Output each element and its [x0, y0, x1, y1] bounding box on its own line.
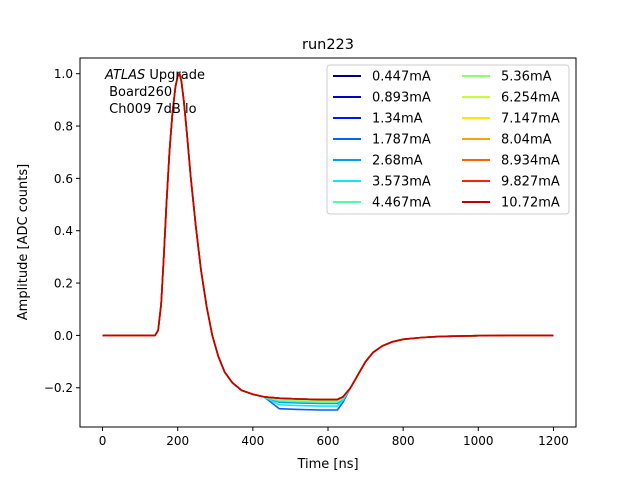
legend-label-10.72mA: 10.72mA	[501, 196, 560, 211]
x-tick-label-1000: 1000	[463, 434, 494, 448]
plot-area	[79, 57, 577, 428]
legend-label-0.893mA: 0.893mA	[372, 91, 431, 106]
annotation-upgrade: Upgrade	[145, 68, 205, 83]
legend-box	[326, 64, 570, 215]
x-tick-label-600: 600	[317, 434, 340, 448]
legend-label-1.787mA: 1.787mA	[372, 133, 431, 148]
x-axis-label: Time [ns]	[296, 457, 358, 472]
legend-label-8.934mA: 8.934mA	[501, 154, 560, 169]
series-lines	[102, 72, 554, 411]
annotation-board: Board260	[105, 85, 172, 100]
svg-text:ATLAS Upgrade: ATLAS Upgrade	[104, 68, 205, 83]
x-axis-ticks: 0 200 400 600 800 1000 1200	[99, 427, 569, 448]
legend-label-6.254mA: 6.254mA	[501, 91, 560, 106]
legend-label-9.827mA: 9.827mA	[501, 175, 560, 190]
legend-label-0.447mA: 0.447mA	[372, 70, 431, 85]
y-tick-label-4: 0.6	[54, 172, 73, 186]
annotation-atlas: ATLAS	[104, 68, 145, 83]
x-tick-label-0: 0	[99, 434, 107, 448]
y-tick-label-3: 0.4	[54, 224, 73, 238]
y-tick-label-2: 0.2	[54, 277, 73, 291]
x-tick-label-400: 400	[241, 434, 264, 448]
legend-label-3.573mA: 3.573mA	[372, 175, 431, 190]
annotation-channel: Ch009 7dB lo	[105, 102, 197, 117]
x-tick-label-200: 200	[166, 434, 189, 448]
legend-label-4.467mA: 4.467mA	[372, 196, 431, 211]
legend-label-8.04mA: 8.04mA	[501, 133, 552, 148]
y-tick-label-0: −0.2	[44, 381, 73, 395]
y-tick-label-6: 1.0	[54, 67, 73, 81]
y-axis-label: Amplitude [ADC counts]	[16, 164, 31, 320]
x-tick-label-1200: 1200	[538, 434, 569, 448]
series-line-10.72mA	[102, 72, 554, 401]
legend-label-2.68mA: 2.68mA	[372, 154, 423, 169]
x-tick-label-800: 800	[392, 434, 415, 448]
legend: 0.447mA 0.893mA 1.34mA 1.787mA 2.68mA 3.573mA…	[326, 64, 570, 215]
y-tick-label-5: 0.8	[54, 120, 73, 134]
legend-label-5.36mA: 5.36mA	[501, 70, 552, 85]
chart-title: run223	[302, 37, 354, 53]
legend-label-7.147mA: 7.147mA	[501, 112, 560, 127]
legend-label-1.34mA: 1.34mA	[372, 112, 423, 127]
y-tick-label-1: 0.0	[54, 329, 73, 343]
atlas-annotation: ATLAS Upgrade Board260 Ch009 7dB lo	[104, 68, 205, 117]
y-axis-ticks: −0.2 0.0 0.2 0.4 0.6 0.8 1.0	[44, 67, 80, 395]
